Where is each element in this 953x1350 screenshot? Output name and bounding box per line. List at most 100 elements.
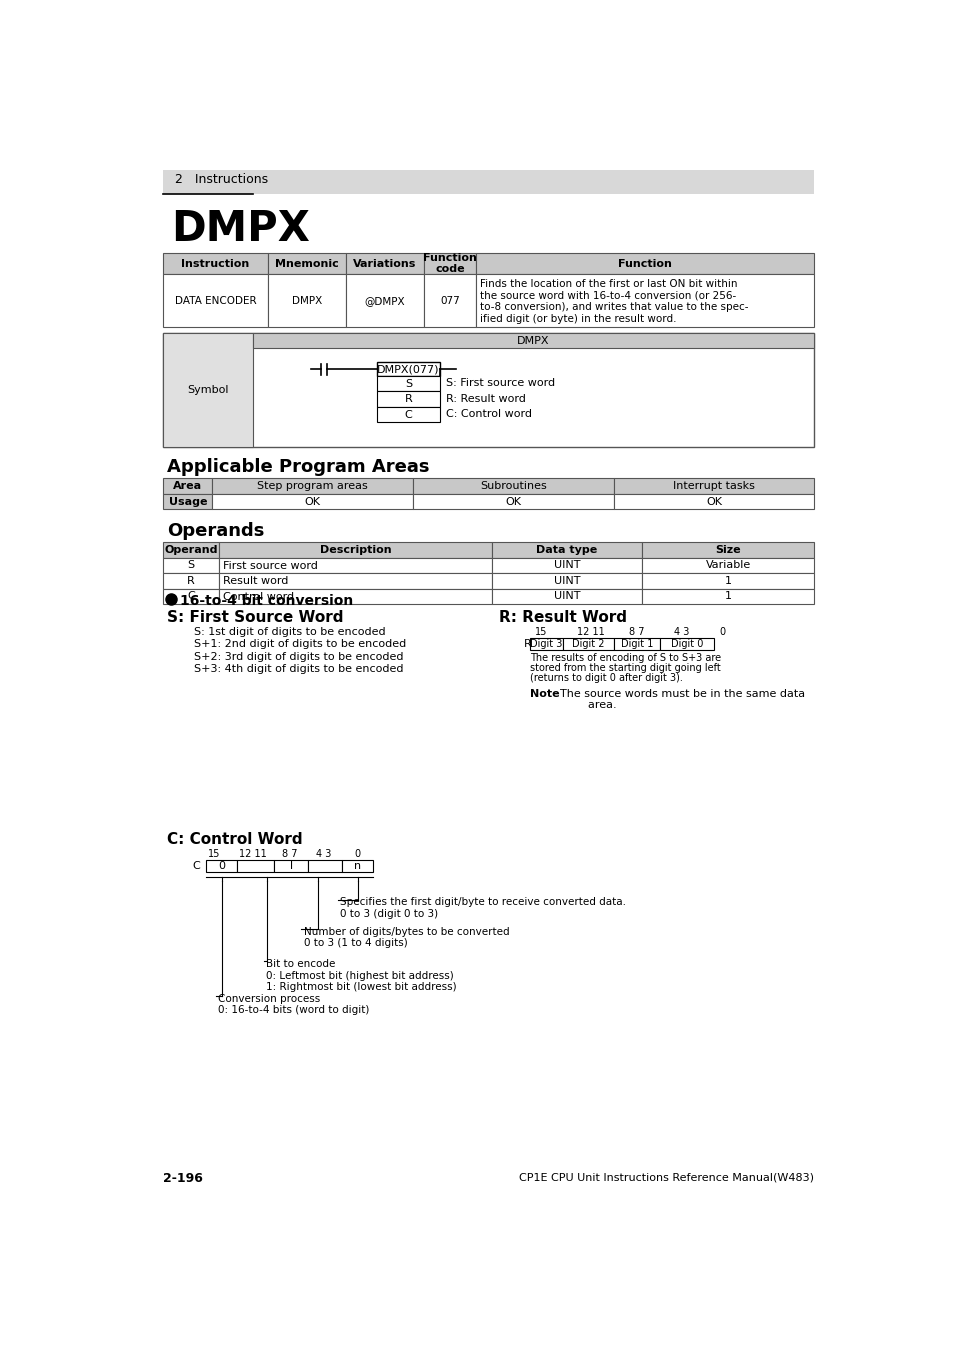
Text: Interrupt tasks: Interrupt tasks: [673, 481, 755, 491]
Text: Operand: Operand: [164, 545, 217, 555]
Text: R: R: [187, 576, 194, 586]
Text: Function
code: Function code: [422, 252, 476, 274]
Text: R: Result word: R: Result word: [446, 394, 526, 404]
Bar: [641, 543, 814, 558]
Bar: [163, 494, 212, 509]
Text: Applicable Program Areas: Applicable Program Areas: [167, 459, 430, 477]
Bar: [641, 574, 814, 589]
Bar: [163, 333, 253, 447]
Text: 16-to-4 bit conversion: 16-to-4 bit conversion: [180, 594, 354, 608]
Text: 0: 0: [218, 861, 225, 871]
Text: stored from the starting digit going left: stored from the starting digit going lef…: [530, 663, 720, 674]
Text: Variable: Variable: [705, 560, 750, 571]
Text: OK: OK: [705, 497, 721, 506]
Text: 2   Instructions: 2 Instructions: [174, 173, 268, 186]
Bar: [218, 574, 492, 589]
Text: Description: Description: [319, 545, 391, 555]
Text: Operands: Operands: [167, 522, 264, 540]
Text: Conversion process
0: 16-to-4 bits (word to digit): Conversion process 0: 16-to-4 bits (word…: [218, 994, 370, 1015]
Bar: [236, 860, 274, 872]
Bar: [423, 252, 476, 274]
Text: Digit 0: Digit 0: [670, 639, 702, 649]
Bar: [476, 274, 814, 327]
Text: Data type: Data type: [536, 545, 597, 555]
Bar: [163, 589, 218, 603]
Text: 0: 0: [719, 628, 724, 637]
Bar: [345, 252, 423, 274]
Text: Symbol: Symbol: [187, 385, 229, 396]
Bar: [163, 478, 212, 494]
Text: 1: 1: [724, 576, 731, 586]
Bar: [492, 589, 641, 603]
Text: C: Control Word: C: Control Word: [167, 832, 303, 846]
Bar: [345, 274, 423, 327]
Bar: [376, 392, 439, 406]
Bar: [308, 860, 342, 872]
Text: UINT: UINT: [553, 576, 579, 586]
Bar: [492, 543, 641, 558]
Bar: [206, 860, 236, 872]
Text: The source words must be in the same data
          area.: The source words must be in the same dat…: [553, 688, 804, 710]
Text: R: Result Word: R: Result Word: [498, 610, 626, 625]
Bar: [413, 494, 614, 509]
Text: 0: 0: [354, 849, 360, 859]
Bar: [163, 252, 267, 274]
Text: 2-196: 2-196: [163, 1172, 203, 1185]
Text: S: 1st digit of digits to be encoded: S: 1st digit of digits to be encoded: [194, 628, 386, 637]
Bar: [212, 494, 413, 509]
Text: 8 7: 8 7: [282, 849, 297, 859]
Bar: [423, 274, 476, 327]
Bar: [163, 543, 218, 558]
Text: @DMPX: @DMPX: [364, 296, 405, 305]
Text: 12 11: 12 11: [238, 849, 266, 859]
Text: C: C: [187, 591, 194, 601]
Bar: [253, 333, 814, 348]
Text: DMPX(077): DMPX(077): [376, 364, 439, 374]
Bar: [163, 574, 218, 589]
Text: OK: OK: [505, 497, 520, 506]
Bar: [413, 478, 614, 494]
Text: S: First source word: S: First source word: [446, 378, 555, 389]
Text: S+2: 3rd digit of digits to be encoded: S+2: 3rd digit of digits to be encoded: [194, 652, 403, 662]
Text: R: R: [523, 640, 531, 649]
Text: DMPX: DMPX: [171, 208, 310, 250]
Bar: [562, 637, 613, 651]
Text: Subroutines: Subroutines: [479, 481, 546, 491]
Text: Size: Size: [715, 545, 740, 555]
Text: S: S: [188, 560, 194, 571]
Text: 12 11: 12 11: [576, 628, 603, 637]
Bar: [641, 558, 814, 574]
Text: UINT: UINT: [553, 591, 579, 601]
Bar: [267, 274, 345, 327]
Text: Digit 3: Digit 3: [530, 639, 562, 649]
Bar: [530, 637, 562, 651]
Text: Usage: Usage: [169, 497, 207, 506]
Bar: [476, 252, 814, 274]
Text: S: S: [404, 379, 412, 389]
Text: 15: 15: [535, 628, 547, 637]
Bar: [163, 170, 814, 194]
Bar: [659, 637, 714, 651]
Bar: [163, 274, 267, 327]
Text: Result word: Result word: [222, 576, 288, 586]
Bar: [212, 478, 413, 494]
Text: Variations: Variations: [353, 259, 416, 269]
Bar: [492, 558, 641, 574]
Text: Function: Function: [618, 259, 672, 269]
Text: CP1E CPU Unit Instructions Reference Manual(W483): CP1E CPU Unit Instructions Reference Man…: [518, 1172, 814, 1183]
Text: Bit to encode
0: Leftmost bit (highest bit address)
1: Rightmost bit (lowest bit: Bit to encode 0: Leftmost bit (highest b…: [266, 958, 456, 992]
Text: OK: OK: [304, 497, 320, 506]
Text: Specifies the first digit/byte to receive converted data.
0 to 3 (digit 0 to 3): Specifies the first digit/byte to receiv…: [340, 898, 625, 919]
Text: l: l: [290, 861, 293, 871]
Text: 077: 077: [439, 296, 459, 305]
Text: Finds the location of the first or last ON bit within
the source word with 16-to: Finds the location of the first or last …: [479, 279, 747, 324]
Text: Step program areas: Step program areas: [257, 481, 368, 491]
Bar: [342, 860, 373, 872]
Bar: [614, 494, 814, 509]
Text: Control word: Control word: [222, 591, 294, 602]
Text: C: C: [404, 409, 412, 420]
Text: Mnemonic: Mnemonic: [274, 259, 338, 269]
Text: n: n: [354, 861, 361, 871]
Text: First source word: First source word: [222, 560, 317, 571]
Bar: [492, 574, 641, 589]
